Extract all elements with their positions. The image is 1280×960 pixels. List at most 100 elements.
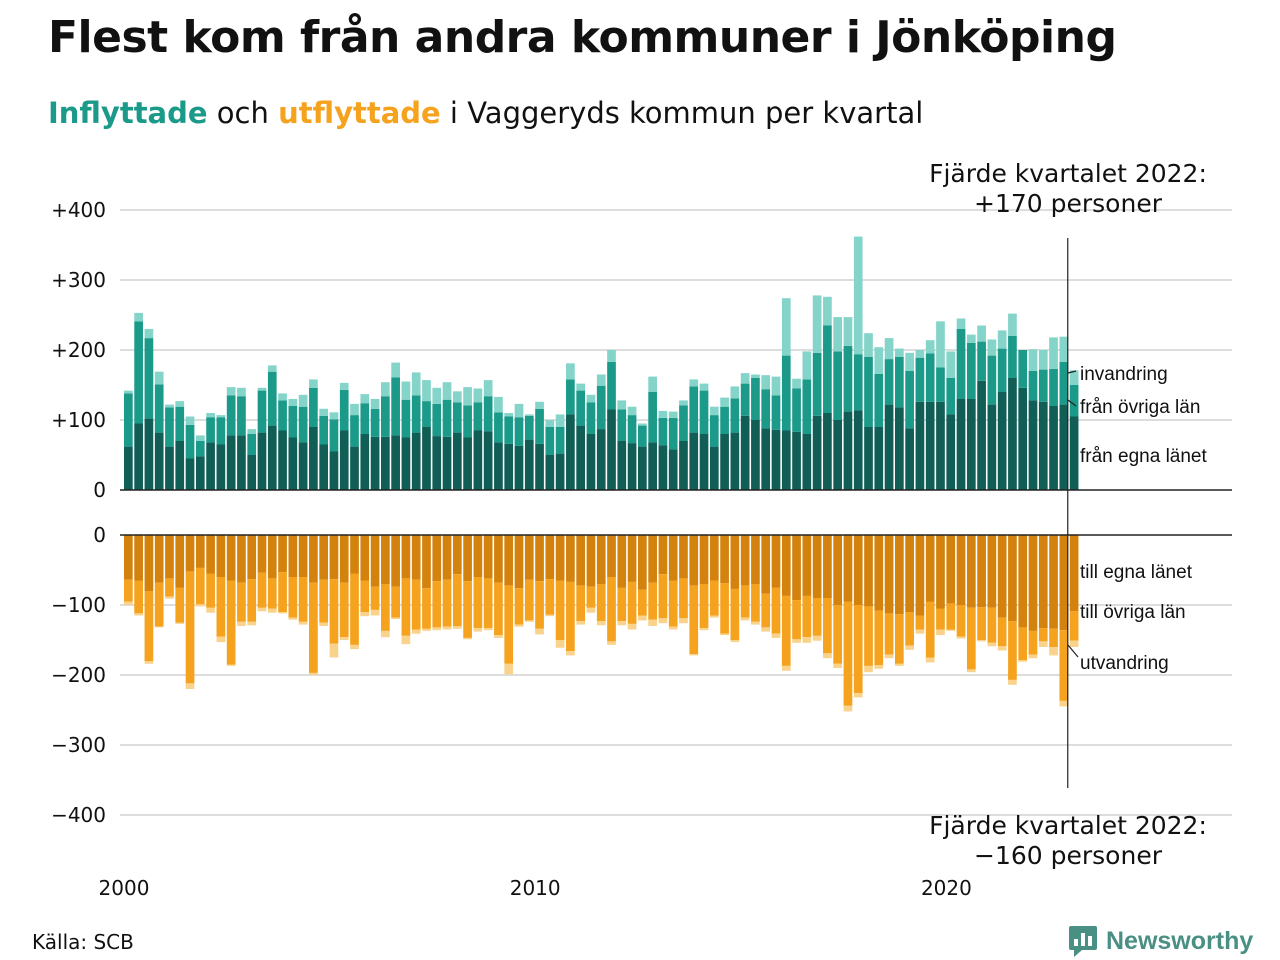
out-bar-2-19	[319, 622, 329, 626]
out-bar-0-4	[165, 535, 174, 579]
in-bar-0-19	[319, 444, 329, 490]
out-bar-0-46	[596, 535, 606, 584]
in-bar-1-57	[709, 415, 719, 447]
out-bar-1-64	[781, 595, 791, 666]
in-bar-2-6	[185, 416, 195, 425]
in-bar-2-88	[1028, 349, 1038, 371]
in-bar-0-4	[165, 446, 174, 490]
in-bar-0-57	[709, 446, 719, 490]
in-bar-0-40	[535, 443, 544, 490]
out-bar-0-45	[586, 535, 596, 587]
out-bar-2-41	[545, 614, 555, 617]
out-bar-0-77	[915, 535, 925, 616]
x-tick-2000: 2000	[99, 876, 150, 900]
out-bar-1-91	[1059, 630, 1069, 701]
in-bar-1-34	[473, 402, 483, 431]
out-bar-1-7	[195, 567, 205, 605]
out-bar-0-88	[1028, 535, 1038, 631]
in-bar-0-20	[329, 451, 339, 490]
out-bar-2-79	[936, 629, 945, 636]
in-bar-1-72	[864, 357, 873, 427]
in-bar-0-83	[977, 380, 986, 490]
in-bar-2-72	[864, 333, 873, 357]
out-bar-1-13	[257, 572, 267, 608]
out-bar-2-38	[514, 624, 524, 627]
out-bar-2-11	[237, 621, 246, 626]
out-bar-2-0	[124, 601, 133, 605]
in-bar-2-70	[843, 317, 853, 346]
out-bar-1-44	[576, 585, 586, 622]
in-bar-1-77	[915, 357, 925, 402]
out-bar-0-48	[617, 535, 627, 588]
out-bar-0-15	[278, 535, 287, 573]
in-bar-1-3	[154, 384, 164, 433]
annotation-layer: Fjärde kvartalet 2022:+170 personerFjärd…	[929, 159, 1207, 870]
in-bar-0-67	[812, 415, 822, 490]
x-tick-2020: 2020	[921, 876, 972, 900]
out-bar-1-29	[422, 588, 431, 629]
out-bar-0-85	[997, 535, 1007, 618]
y-tick-in-0: 0	[93, 478, 106, 502]
in-bar-2-36	[494, 396, 503, 413]
in-bar-1-36	[494, 412, 503, 443]
in-bar-1-86	[1008, 336, 1017, 378]
out-bar-2-76	[905, 645, 914, 650]
in-bar-0-30	[432, 436, 442, 490]
in-bar-1-6	[185, 424, 195, 459]
out-bar-0-42	[555, 535, 565, 581]
callout-top-line1: Fjärde kvartalet 2022:	[929, 159, 1207, 188]
out-bar-1-89	[1038, 628, 1048, 642]
in-bar-0-50	[638, 446, 647, 490]
out-bar-2-2	[144, 661, 154, 664]
in-bar-2-42	[555, 414, 565, 427]
out-bar-0-65	[792, 535, 801, 601]
out-bar-1-48	[617, 587, 627, 622]
in-bar-2-11	[237, 387, 246, 397]
out-bar-1-81	[956, 605, 966, 637]
out-bar-0-74	[884, 535, 894, 614]
out-bar-2-85	[997, 646, 1007, 651]
out-bar-0-38	[514, 535, 524, 589]
in-bar-0-69	[833, 420, 843, 490]
in-bar-0-53	[668, 449, 678, 490]
out-bar-1-86	[1008, 621, 1017, 680]
in-bar-1-38	[514, 417, 524, 446]
in-bar-1-74	[884, 359, 894, 405]
in-bar-1-65	[792, 388, 801, 432]
in-bar-1-37	[504, 416, 514, 444]
y-tick-out-300: −300	[51, 733, 106, 757]
in-bar-2-56	[699, 383, 709, 391]
in-bar-0-73	[874, 427, 884, 490]
out-bar-0-76	[905, 535, 914, 612]
in-bar-2-89	[1038, 350, 1048, 370]
brand-logo[interactable]: Newsworthy	[1068, 924, 1253, 958]
in-bar-2-34	[473, 388, 483, 403]
in-bar-1-52	[658, 417, 668, 446]
out-bar-1-66	[802, 595, 812, 638]
leader-invandring	[1067, 370, 1077, 374]
in-bar-0-31	[442, 436, 452, 490]
out-bar-1-14	[267, 578, 277, 609]
out-bar-2-30	[432, 627, 442, 631]
in-bar-2-75	[895, 348, 904, 357]
in-bar-1-21	[339, 389, 349, 431]
out-bar-1-59	[730, 588, 740, 640]
out-bar-2-4	[165, 596, 174, 599]
out-bar-2-45	[586, 607, 596, 613]
out-bar-1-42	[555, 580, 565, 640]
out-bar-0-33	[463, 535, 472, 582]
in-bar-0-81	[956, 399, 966, 490]
in-bar-0-27	[401, 437, 411, 490]
x-tick-2010: 2010	[510, 876, 561, 900]
chart-title: Flest kom från andra kommuner i Jönköpin…	[48, 12, 1117, 63]
out-bar-1-61	[751, 584, 760, 622]
out-bar-1-1	[134, 580, 143, 614]
out-bar-1-56	[699, 584, 709, 629]
out-bar-1-62	[761, 593, 771, 628]
out-bar-0-22	[350, 535, 359, 574]
out-bar-1-77	[915, 615, 925, 630]
out-bar-0-49	[627, 535, 637, 582]
in-bar-0-85	[997, 392, 1007, 490]
out-bar-2-16	[288, 617, 298, 620]
